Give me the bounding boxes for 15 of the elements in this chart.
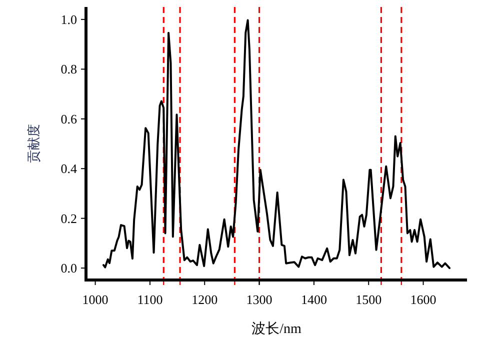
- x-tick-label: 1600: [410, 292, 436, 307]
- y-tick-label: 1.0: [60, 12, 77, 27]
- y-axis-title: 贡献度: [26, 124, 41, 163]
- y-tick-label: 0.8: [60, 62, 77, 77]
- y-tick-label: 0.4: [60, 161, 78, 176]
- x-tick-label: 1500: [356, 292, 382, 307]
- x-tick-label: 1100: [137, 292, 163, 307]
- y-tick-label: 0.6: [60, 111, 78, 126]
- y-tick-label: 0.2: [60, 210, 77, 226]
- x-tick-label: 1300: [246, 292, 272, 307]
- x-axis-title: 波长/nm: [252, 321, 302, 337]
- y-tick-label: 0.0: [60, 260, 77, 276]
- x-tick-label: 1000: [82, 292, 108, 307]
- x-tick-label: 1400: [300, 292, 327, 307]
- x-tick-label: 1200: [192, 292, 218, 307]
